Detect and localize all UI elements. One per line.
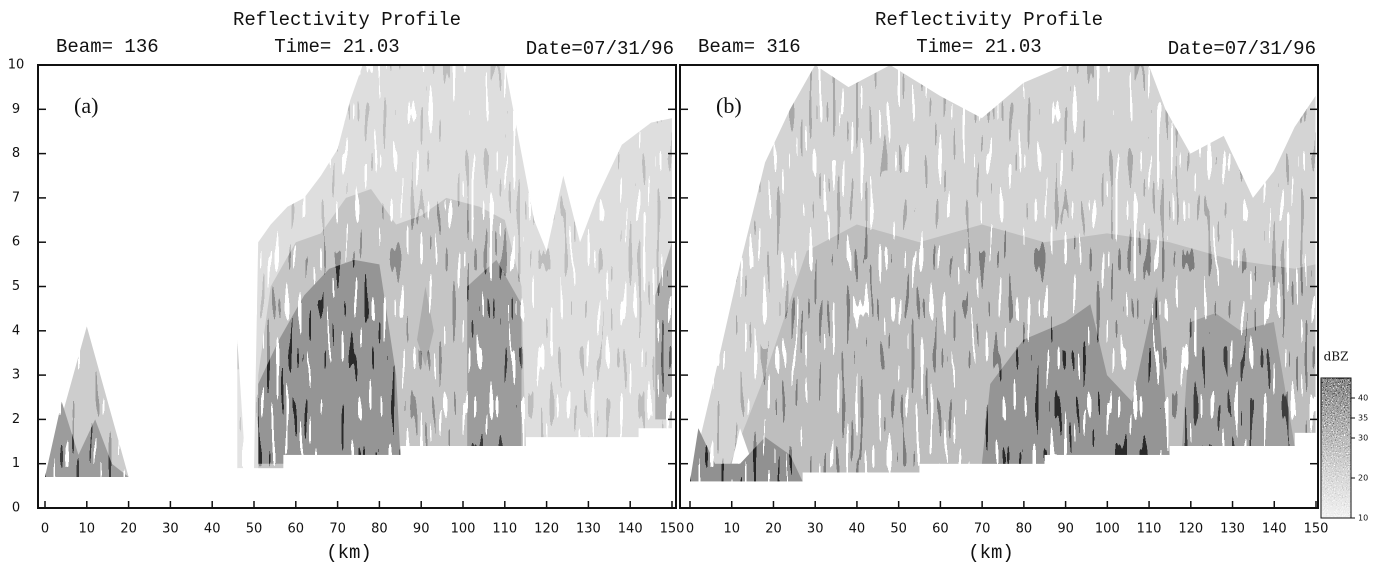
x-tick-label: 110: [1137, 522, 1162, 537]
x-tick-label: 110: [492, 522, 517, 537]
x-axis-label: (km): [968, 542, 1014, 564]
colorbar-tick-label: 35: [1358, 414, 1368, 423]
y-tick-label: 7: [12, 190, 20, 205]
x-tick-label: 70: [329, 522, 346, 537]
colorbar-label: dBZ: [1324, 350, 1349, 364]
x-tick-label: 130: [576, 522, 601, 537]
y-tick-label: 2: [12, 412, 20, 427]
x-tick-label: 100: [451, 522, 476, 537]
x-tick-label: 40: [849, 522, 866, 537]
chart-title: Reflectivity Profile: [875, 9, 1103, 31]
x-tick-label: 50: [890, 522, 907, 537]
x-tick-label: 90: [1057, 522, 1074, 537]
x-axis-label: (km): [326, 542, 372, 564]
x-tick-label: 0: [686, 522, 694, 537]
y-tick-label: 9: [12, 102, 20, 117]
date-label: Date=07/31/96: [526, 38, 674, 60]
x-tick-label: 120: [534, 522, 559, 537]
x-tick-label: 120: [1178, 522, 1203, 537]
time-label: Time= 21.03: [916, 36, 1041, 58]
y-tick-label: 10: [8, 58, 25, 73]
x-tick-label: 90: [413, 522, 430, 537]
y-tick-label: 8: [12, 146, 20, 161]
x-tick-label: 20: [765, 522, 782, 537]
x-tick-label: 10: [723, 522, 740, 537]
x-tick-label: 140: [618, 522, 643, 537]
x-tick-label: 100: [1095, 522, 1120, 537]
panel-label: (a): [74, 93, 98, 118]
x-tick-label: 140: [1262, 522, 1287, 537]
x-tick-label: 10: [79, 522, 96, 537]
y-tick-label: 1: [12, 456, 20, 471]
x-tick-label: 80: [371, 522, 388, 537]
x-tick-label: 30: [807, 522, 824, 537]
x-tick-label: 130: [1220, 522, 1245, 537]
y-tick-label: 4: [12, 323, 20, 338]
x-tick-label: 150: [660, 522, 685, 537]
y-tick-label: 6: [12, 235, 20, 250]
x-tick-label: 20: [120, 522, 137, 537]
echo-field: [45, 65, 672, 477]
y-tick-label: 3: [12, 368, 20, 383]
echo-field: [690, 65, 1316, 482]
x-tick-label: 50: [246, 522, 263, 537]
x-tick-label: 40: [204, 522, 221, 537]
x-tick-label: 0: [41, 522, 49, 537]
chart-title: Reflectivity Profile: [233, 9, 461, 31]
beam-label: Beam= 316: [698, 36, 801, 58]
colorbar-tick-label: 10: [1358, 514, 1368, 523]
x-tick-label: 80: [1016, 522, 1033, 537]
date-label: Date=07/31/96: [1168, 38, 1316, 60]
colorbar-tick-label: 30: [1358, 434, 1368, 443]
x-tick-label: 150: [1304, 522, 1329, 537]
colorbar: [1320, 377, 1352, 519]
y-tick-label: 5: [12, 279, 20, 294]
panel-label: (b): [716, 93, 742, 118]
x-tick-label: 60: [932, 522, 949, 537]
colorbar-tick-label: 40: [1358, 394, 1368, 403]
beam-label: Beam= 136: [56, 36, 159, 58]
colorbar-frame: [1320, 377, 1352, 519]
x-tick-label: 60: [288, 522, 305, 537]
x-tick-label: 30: [162, 522, 179, 537]
colorbar-tick-label: 20: [1358, 474, 1368, 483]
y-tick-label: 0: [12, 501, 20, 516]
x-tick-label: 70: [974, 522, 991, 537]
time-label: Time= 21.03: [274, 36, 399, 58]
